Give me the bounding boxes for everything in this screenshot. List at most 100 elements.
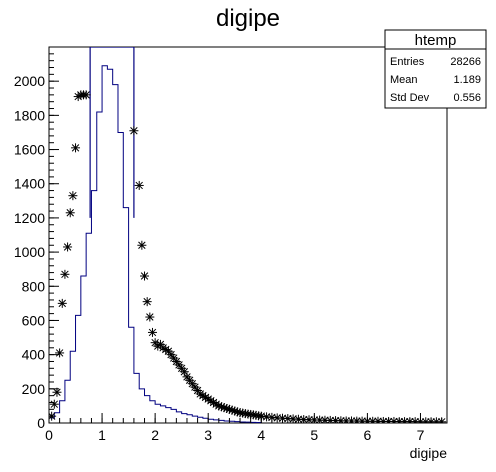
marker-stroke [61, 270, 69, 279]
chart-title: digipe [216, 5, 280, 32]
data-point [81, 90, 91, 100]
histogram-bin [118, 132, 123, 423]
histogram-bin [198, 417, 203, 423]
data-point [137, 240, 147, 250]
marker-stroke [55, 349, 64, 357]
marker-stroke [423, 418, 430, 423]
y-tick-label: 0 [37, 415, 45, 431]
histogram-bin [60, 401, 65, 423]
data-point [55, 348, 65, 358]
histogram-bin [107, 69, 112, 423]
histogram-bin [134, 373, 139, 423]
data-point [142, 297, 152, 307]
histogram-bin [113, 85, 118, 423]
histogram-bin [97, 112, 102, 423]
data-point [147, 327, 157, 337]
marker-stroke [169, 354, 178, 362]
x-tick-label: 4 [257, 427, 265, 443]
marker-stroke [151, 338, 159, 347]
y-tick-label: 1200 [14, 210, 45, 226]
x-axis-label: digipe [410, 445, 448, 461]
stats-title: htemp [415, 32, 457, 49]
histogram-bin [203, 418, 208, 423]
marker-stroke [146, 313, 154, 321]
marker-stroke [177, 364, 186, 373]
marker-stroke [71, 144, 80, 152]
marker-stroke [172, 357, 181, 366]
histogram-bin [81, 276, 86, 423]
x-tick-label: 0 [45, 427, 53, 443]
histogram-bin [139, 389, 144, 423]
histogram-bin [192, 416, 197, 423]
marker-stroke [167, 350, 175, 359]
x-tick-label: 3 [204, 427, 212, 443]
x-tick-label: 7 [417, 427, 425, 443]
histogram-bin [176, 412, 181, 423]
histogram-bin [54, 413, 59, 423]
data-point [71, 143, 81, 153]
marker-stroke [82, 91, 90, 99]
marker-stroke [185, 376, 194, 385]
stats-entries-value: 28266 [450, 56, 481, 68]
marker-stroke [58, 299, 66, 308]
stats-box: htemp Entries 28266 Mean 1.189 Std Dev 0… [384, 29, 487, 109]
step-histogram-outline [49, 65, 262, 423]
marker-stroke [370, 417, 377, 423]
histogram-bin [187, 415, 192, 423]
plot-frame [48, 46, 448, 424]
stats-box-frame [384, 29, 487, 109]
y-tick-label: 1800 [14, 107, 45, 123]
histogram-bin [123, 208, 128, 423]
y-axis: 0 200 400 600 800 1000 1200 1400 1600 1800 2000 [14, 46, 59, 431]
histogram-bin [166, 408, 171, 423]
data-point [145, 312, 155, 322]
marker-stroke [183, 373, 191, 381]
y-tick-label: 2000 [14, 73, 45, 89]
data-point [65, 208, 75, 218]
histogram-bin [182, 414, 187, 423]
histogram-bin [171, 409, 176, 423]
stats-mean-label: Mean [390, 74, 418, 86]
y-tick-label: 800 [22, 278, 46, 294]
marker-stroke [130, 127, 138, 135]
marker-stroke [140, 272, 149, 280]
marker-stroke [148, 328, 157, 337]
x-tick-label: 6 [364, 427, 372, 443]
marker-stroke [191, 383, 199, 391]
marker-stroke [50, 400, 59, 408]
histogram-bin [102, 66, 107, 423]
x-tick-label: 5 [310, 427, 318, 443]
data-point [68, 191, 78, 201]
marker-stroke [63, 243, 72, 251]
marker-stroke [188, 379, 197, 388]
histogram-bin [160, 406, 165, 423]
histogram-bin [91, 191, 96, 423]
x-tick-label: 1 [98, 427, 106, 443]
histogram-bin [129, 327, 134, 423]
histogram-bin [208, 419, 213, 423]
histogram-bin [86, 233, 91, 423]
marker-stroke [164, 347, 173, 355]
marker-stroke [135, 181, 143, 190]
marker-stroke [69, 191, 77, 200]
marker-stroke [66, 209, 74, 217]
data-point [129, 126, 139, 136]
histogram-bin [150, 401, 155, 423]
histogram-bin [155, 404, 160, 423]
stats-entries-label: Entries [390, 56, 425, 68]
x-axis: 0 1 2 3 4 5 6 7 [45, 413, 443, 443]
data-point [134, 180, 144, 190]
marker-stroke [180, 367, 189, 376]
data-point [49, 399, 59, 409]
marker-stroke [402, 417, 409, 423]
histogram-bin [145, 396, 150, 423]
histogram-bin [65, 380, 70, 423]
y-tick-label: 1600 [14, 142, 45, 158]
step-histogram [49, 65, 262, 423]
marker-series [49, 90, 447, 423]
stats-std-label: Std Dev [390, 92, 430, 104]
stats-mean-value: 1.189 [453, 74, 481, 86]
data-point [57, 298, 67, 308]
histogram-bin [70, 351, 75, 423]
